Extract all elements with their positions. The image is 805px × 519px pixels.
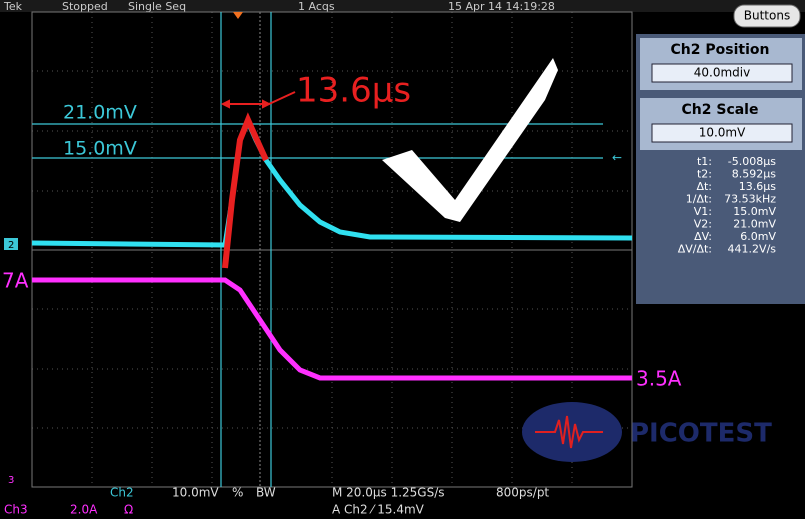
cursor-arrow: ← <box>612 151 622 165</box>
readout-value: 21.0mV <box>733 218 776 231</box>
position-label: Ch2 Position <box>671 42 770 58</box>
ch2-marker <box>4 238 18 250</box>
readout-value: 13.6µs <box>739 180 776 193</box>
footer-bandwidth: BW <box>256 486 276 500</box>
readout-value: 441.2V/s <box>728 243 777 256</box>
ch2-highlight <box>222 112 269 269</box>
checkmark <box>382 58 558 222</box>
ch3-marker-label: 3 <box>8 475 14 486</box>
footer-resolution: 800ps/pt <box>496 486 549 500</box>
lower-level: 15.0mV <box>63 138 137 160</box>
footer-timebase: M 20.0µs 1.25GS/s <box>332 486 445 500</box>
logo-mark <box>522 402 622 462</box>
readout-value: 73.53kHz <box>724 193 776 206</box>
status: Stopped <box>62 0 108 13</box>
brand: Tek <box>3 0 23 13</box>
readout-label: t2: <box>697 168 712 181</box>
graticule-border <box>31 11 633 488</box>
readout-value: 6.0mV <box>740 230 776 243</box>
footer-ch3-termination: Ω <box>124 503 133 517</box>
buttons-button[interactable] <box>733 4 801 28</box>
top-bar <box>0 0 805 12</box>
datetime: 15 Apr 14 14:19:28 <box>448 0 555 13</box>
logo-wave <box>535 415 603 449</box>
readout-label: V2: <box>694 218 712 231</box>
readout-value: 15.0mV <box>733 205 776 218</box>
readout-label: Δt: <box>696 180 712 193</box>
footer-ch2-coupling: % <box>232 486 243 500</box>
position-value: 40.0mdiv <box>694 66 750 80</box>
scale-field[interactable] <box>651 123 793 143</box>
position-field[interactable] <box>651 63 793 83</box>
end-current: 3.5A <box>636 367 682 391</box>
acquisitions: 1 Acqs <box>298 0 335 13</box>
footer-ch2-scale: 10.0mV <box>172 486 219 500</box>
readout-value: 8.592µs <box>732 168 776 181</box>
readout-label: 1/Δt: <box>686 193 712 206</box>
scale-value: 10.0mV <box>699 126 746 140</box>
footer-ch3: Ch3 <box>4 503 28 517</box>
logo-text: PICOTEST <box>630 419 772 449</box>
delta-t-label: 13.6µs <box>296 71 411 111</box>
button-label[interactable]: Buttons <box>744 9 790 23</box>
upper-level: 21.0mV <box>63 102 137 124</box>
footer-ch2: Ch2 <box>110 486 134 500</box>
footer-ch3-scale: 2.0A <box>70 503 98 517</box>
trigger-marker <box>233 12 243 19</box>
ch3-trace <box>32 277 632 381</box>
delta-arrow <box>220 91 296 109</box>
readout-label: V1: <box>694 205 712 218</box>
readout-label: ΔV: <box>694 230 712 243</box>
scale-label: Ch2 Scale <box>682 102 759 118</box>
readout-value: -5.008µs <box>728 155 776 168</box>
footer-trigger: A Ch2 ⁄ 15.4mV <box>332 503 425 517</box>
mode: Single Seq <box>128 0 186 13</box>
cursors <box>32 12 603 487</box>
readout-label: ΔV/Δt: <box>678 243 712 256</box>
ch2-marker-label: 2 <box>8 240 14 251</box>
start-current: 7A <box>2 269 29 293</box>
readout-label: t1: <box>697 155 712 168</box>
